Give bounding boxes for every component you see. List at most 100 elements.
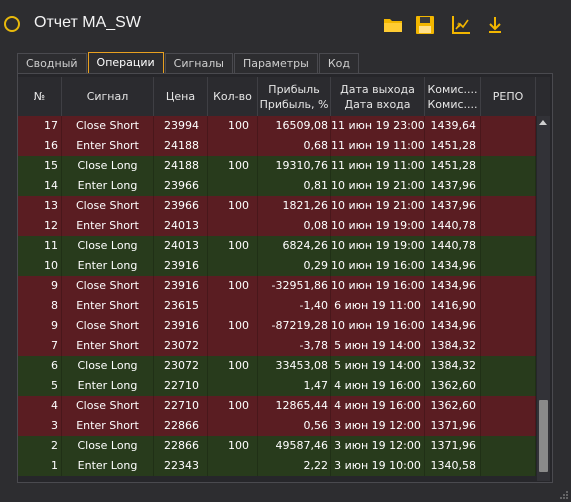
cell-date: 3 июн 19 10:00: [331, 456, 425, 476]
resize-grip-icon[interactable]: [559, 490, 569, 500]
cell-price: 23966: [154, 196, 208, 216]
cell-commission: 1362,60: [425, 376, 481, 396]
cell-number: 12: [18, 216, 62, 236]
app-logo-icon: [4, 16, 20, 32]
cell-commission: 1451,28: [425, 156, 481, 176]
cell-profit: -32951,86: [258, 276, 331, 296]
table-row[interactable]: 2 Close Long 22866 100 49587,46 3 июн 19 12:0…: [18, 436, 536, 456]
col-header-dates[interactable]: Дата выхода Дата входа: [331, 77, 425, 116]
cell-signal: Enter Long: [62, 256, 154, 276]
tab-code[interactable]: Код: [318, 53, 359, 74]
cell-signal: Enter Short: [62, 296, 154, 316]
table-row[interactable]: 13 Close Short 23966 100 1821,26 10 июн 19 21…: [18, 196, 536, 216]
cell-quantity: 100: [208, 196, 258, 216]
cell-number: 3: [18, 416, 62, 436]
cell-commission: 1439,64: [425, 116, 481, 136]
cell-repo: [481, 436, 536, 456]
cell-signal: Close Short: [62, 276, 154, 296]
cell-date: 10 июн 19 21:00: [331, 176, 425, 196]
scrollbar-thumb[interactable]: [539, 400, 548, 472]
cell-profit: 2,22: [258, 456, 331, 476]
col-header-quantity[interactable]: Кол-во: [208, 77, 258, 116]
cell-commission: 1384,32: [425, 356, 481, 376]
col-header-price[interactable]: Цена: [154, 77, 208, 116]
cell-repo: [481, 216, 536, 236]
cell-date: 10 июн 19 16:00: [331, 256, 425, 276]
tab-strip: Сводный Операции Сигналы Параметры Код: [17, 52, 360, 74]
table-row[interactable]: 9 Close Short 23916 100 -87219,28 10 июн 19 1…: [18, 316, 536, 336]
download-arrow-icon[interactable]: [484, 14, 506, 36]
cell-date: 4 июн 19 16:00: [331, 396, 425, 416]
col-header-commission[interactable]: Комис.... Комис....: [425, 77, 481, 116]
cell-date: 10 июн 19 19:00: [331, 236, 425, 256]
cell-signal: Enter Short: [62, 336, 154, 356]
cell-repo: [481, 376, 536, 396]
cell-signal: Close Short: [62, 396, 154, 416]
cell-quantity: 100: [208, 236, 258, 256]
table-row[interactable]: 7 Enter Short 23072 -3,78 5 июн 19 14:00 1384…: [18, 336, 536, 356]
cell-signal: Close Short: [62, 116, 154, 136]
window-title: Отчет MA_SW: [34, 14, 141, 31]
cell-number: 17: [18, 116, 62, 136]
col-header-repo[interactable]: РЕПО: [481, 77, 536, 116]
table-row[interactable]: 11 Close Long 24013 100 6824,26 10 июн 19 19:…: [18, 236, 536, 256]
cell-repo: [481, 156, 536, 176]
cell-date: 10 июн 19 16:00: [331, 276, 425, 296]
table-row[interactable]: 6 Close Long 23072 100 33453,08 5 июн 19 14:0…: [18, 356, 536, 376]
col-header-number[interactable]: №: [18, 77, 62, 116]
table-row[interactable]: 15 Close Long 24188 100 19310,76 11 июн 19 11…: [18, 156, 536, 176]
cell-commission: 1451,28: [425, 136, 481, 156]
cell-number: 16: [18, 136, 62, 156]
cell-number: 9: [18, 276, 62, 296]
cell-date: 6 июн 19 11:00: [331, 296, 425, 316]
operations-table: № Сигнал Цена Кол-во Прибыль Прибыль, % Д…: [18, 77, 550, 481]
cell-date: 4 июн 19 16:00: [331, 376, 425, 396]
table-row[interactable]: 8 Enter Short 23615 -1,40 6 июн 19 11:00 1416…: [18, 296, 536, 316]
col-header-signal[interactable]: Сигнал: [62, 77, 154, 116]
tab-signals[interactable]: Сигналы: [164, 53, 233, 74]
tab-parameters[interactable]: Параметры: [233, 53, 318, 74]
cell-number: 7: [18, 336, 62, 356]
cell-profit: 19310,76: [258, 156, 331, 176]
cell-quantity: [208, 296, 258, 316]
table-row[interactable]: 3 Enter Short 22866 0,56 3 июн 19 12:00 1371,…: [18, 416, 536, 436]
chart-report-icon[interactable]: $: [450, 14, 472, 36]
cell-profit: 1821,26: [258, 196, 331, 216]
col-header-profit[interactable]: Прибыль Прибыль, %: [258, 77, 331, 116]
cell-price: 22710: [154, 376, 208, 396]
cell-quantity: 100: [208, 156, 258, 176]
cell-repo: [481, 276, 536, 296]
cell-signal: Enter Short: [62, 416, 154, 436]
table-row[interactable]: 17 Close Short 23994 100 16509,08 11 июн 19 2…: [18, 116, 536, 136]
cell-price: 23966: [154, 176, 208, 196]
cell-repo: [481, 356, 536, 376]
cell-number: 13: [18, 196, 62, 216]
table-row[interactable]: 9 Close Short 23916 100 -32951,86 10 июн 19 1…: [18, 276, 536, 296]
cell-date: 11 июн 19 23:00: [331, 116, 425, 136]
cell-profit: 12865,44: [258, 396, 331, 416]
tab-operations[interactable]: Операции: [87, 52, 164, 74]
cell-profit: 0,08: [258, 216, 331, 236]
table-row[interactable]: 1 Enter Long 22343 2,22 3 июн 19 10:00 1340,5…: [18, 456, 536, 476]
cell-repo: [481, 296, 536, 316]
table-row[interactable]: 5 Enter Long 22710 1,47 4 июн 19 16:00 1362,6…: [18, 376, 536, 396]
save-disk-icon[interactable]: [414, 14, 436, 36]
table-row[interactable]: 4 Close Short 22710 100 12865,44 4 июн 19 16:…: [18, 396, 536, 416]
scroll-up-arrow-icon[interactable]: [539, 120, 547, 125]
folder-open-icon[interactable]: [382, 14, 404, 36]
cell-number: 5: [18, 376, 62, 396]
cell-repo: [481, 416, 536, 436]
cell-quantity: 100: [208, 396, 258, 416]
cell-commission: 1371,96: [425, 416, 481, 436]
cell-number: 4: [18, 396, 62, 416]
table-row[interactable]: 14 Enter Long 23966 0,81 10 июн 19 21:00 1437…: [18, 176, 536, 196]
tab-summary[interactable]: Сводный: [17, 53, 87, 74]
table-row[interactable]: 12 Enter Short 24013 0,08 10 июн 19 19:00 144…: [18, 216, 536, 236]
cell-commission: 1371,96: [425, 436, 481, 456]
vertical-scrollbar[interactable]: [537, 116, 550, 481]
table-row[interactable]: 16 Enter Short 24188 0,68 11 июн 19 11:00 145…: [18, 136, 536, 156]
title-bar: Отчет MA_SW $: [0, 0, 571, 50]
table-row[interactable]: 10 Enter Long 23916 0,29 10 июн 19 16:00 1434…: [18, 256, 536, 276]
cell-signal: Close Short: [62, 316, 154, 336]
cell-number: 1: [18, 456, 62, 476]
